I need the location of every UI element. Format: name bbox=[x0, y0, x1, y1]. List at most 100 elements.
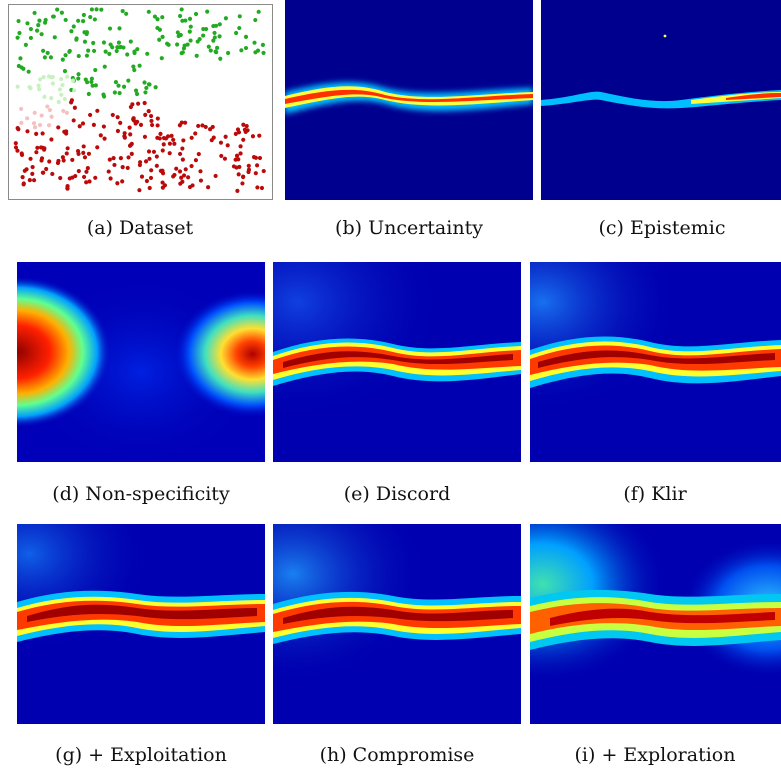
dataset-point-red bbox=[189, 163, 194, 169]
dataset-point-green bbox=[159, 56, 164, 61]
dataset-point-green bbox=[103, 49, 108, 54]
dataset-point-green bbox=[256, 9, 261, 14]
dataset-point-red bbox=[75, 149, 81, 154]
dataset-point-green bbox=[60, 57, 65, 62]
dataset-point-green bbox=[212, 35, 217, 40]
dataset-point-red bbox=[180, 157, 185, 162]
dataset-point-red bbox=[241, 174, 246, 180]
dataset-point-light-green bbox=[57, 87, 63, 92]
dataset-point-red bbox=[180, 146, 185, 151]
dataset-point-red bbox=[40, 131, 45, 136]
dataset-point-green bbox=[118, 44, 123, 50]
dataset-point-red bbox=[181, 173, 187, 178]
dataset-point-red bbox=[160, 185, 165, 190]
dataset-point-red bbox=[186, 175, 191, 180]
dataset-point-green bbox=[188, 24, 193, 29]
dataset-point-green bbox=[132, 50, 137, 56]
dataset-point-green bbox=[133, 88, 139, 93]
dataset-point-green bbox=[88, 14, 93, 20]
dataset-point-green bbox=[117, 91, 122, 96]
dataset-point-red bbox=[169, 133, 174, 138]
dataset-point-red bbox=[203, 124, 208, 130]
dataset-point-red bbox=[61, 158, 66, 163]
dataset-point-red bbox=[39, 156, 45, 161]
dataset-point-green bbox=[76, 53, 81, 59]
dataset-point-light-green bbox=[42, 94, 47, 99]
dataset-point-green bbox=[260, 42, 266, 47]
dataset-point-light-red bbox=[31, 121, 37, 126]
dataset-point-red bbox=[241, 122, 246, 127]
dataset-point-light-red bbox=[19, 120, 24, 125]
dataset-point-green bbox=[45, 50, 50, 55]
dataset-point-green bbox=[113, 80, 119, 85]
dataset-point-green bbox=[116, 40, 122, 45]
dataset-point-red bbox=[80, 121, 86, 126]
dataset-point-red bbox=[131, 118, 136, 123]
dataset-point-red bbox=[81, 150, 86, 155]
dataset-point-light-green bbox=[15, 84, 20, 89]
caption-non-specificity: (d) Non-specificity bbox=[52, 483, 230, 505]
dataset-point-green bbox=[128, 39, 133, 44]
dataset-point-green bbox=[239, 48, 244, 53]
dataset-point-green bbox=[143, 90, 148, 95]
dataset-point-red bbox=[91, 122, 96, 127]
dataset-point-red bbox=[154, 154, 159, 159]
dataset-point-red bbox=[64, 131, 69, 136]
dataset-point-red bbox=[30, 164, 35, 170]
dataset-point-green bbox=[179, 51, 184, 56]
dataset-point-green bbox=[76, 72, 81, 77]
dataset-point-red bbox=[148, 175, 154, 180]
dataset-point-green bbox=[160, 34, 165, 39]
dataset-point-green bbox=[76, 18, 81, 23]
dataset-point-red bbox=[171, 137, 176, 142]
dataset-point-red bbox=[86, 151, 92, 156]
dataset-point-green bbox=[201, 26, 206, 32]
dataset-point-green bbox=[26, 69, 31, 74]
dataset-point-green bbox=[101, 40, 107, 45]
dataset-point-red bbox=[69, 98, 74, 103]
dataset-point-green bbox=[63, 17, 68, 23]
dataset-point-light-green bbox=[37, 87, 42, 92]
dataset-point-red bbox=[112, 162, 117, 168]
dataset-point-light-red bbox=[32, 110, 37, 115]
dataset-point-green bbox=[252, 40, 257, 45]
dataset-point-light-green bbox=[72, 88, 77, 93]
dataset-scatter bbox=[13, 7, 266, 193]
dataset-point-red bbox=[72, 105, 77, 110]
dataset-point-red bbox=[143, 112, 148, 117]
dataset-point-red bbox=[81, 144, 86, 149]
dataset-point-green bbox=[152, 14, 158, 19]
dataset-point-red bbox=[218, 140, 224, 145]
heatmap-discord bbox=[273, 262, 521, 462]
dataset-point-red bbox=[98, 133, 103, 138]
dataset-point-green bbox=[23, 42, 28, 47]
dataset-point-red bbox=[126, 155, 131, 160]
dataset-point-green bbox=[155, 17, 160, 22]
dataset-point-green bbox=[41, 48, 46, 53]
dataset-point-green bbox=[82, 30, 87, 35]
dataset-point-green bbox=[76, 76, 81, 81]
dataset-point-green bbox=[28, 35, 34, 41]
dataset-point-green bbox=[182, 43, 187, 48]
dataset-point-red bbox=[231, 164, 237, 169]
dataset-point-red bbox=[147, 185, 152, 191]
dataset-point-green bbox=[180, 18, 185, 23]
dataset-point-green bbox=[217, 22, 222, 27]
dataset-point-red bbox=[234, 153, 240, 158]
dataset-point-red bbox=[160, 168, 165, 173]
dataset-point-light-green bbox=[62, 96, 67, 102]
dataset-point-green bbox=[59, 10, 64, 15]
dataset-point-green bbox=[39, 32, 44, 37]
dataset-point-green bbox=[217, 34, 222, 39]
dataset-point-green bbox=[187, 16, 193, 21]
dataset-point-light-green bbox=[71, 78, 76, 83]
dataset-point-red bbox=[257, 155, 263, 161]
caption-epistemic: (c) Epistemic bbox=[598, 217, 726, 239]
dataset-point-red bbox=[50, 171, 55, 177]
dataset-point-red bbox=[127, 143, 133, 148]
dataset-point-green bbox=[55, 7, 60, 12]
dataset-point-light-green bbox=[65, 74, 70, 79]
caption-discord: (e) Discord bbox=[343, 483, 451, 505]
dataset-point-green bbox=[121, 84, 127, 89]
dataset-point-red bbox=[165, 134, 171, 139]
